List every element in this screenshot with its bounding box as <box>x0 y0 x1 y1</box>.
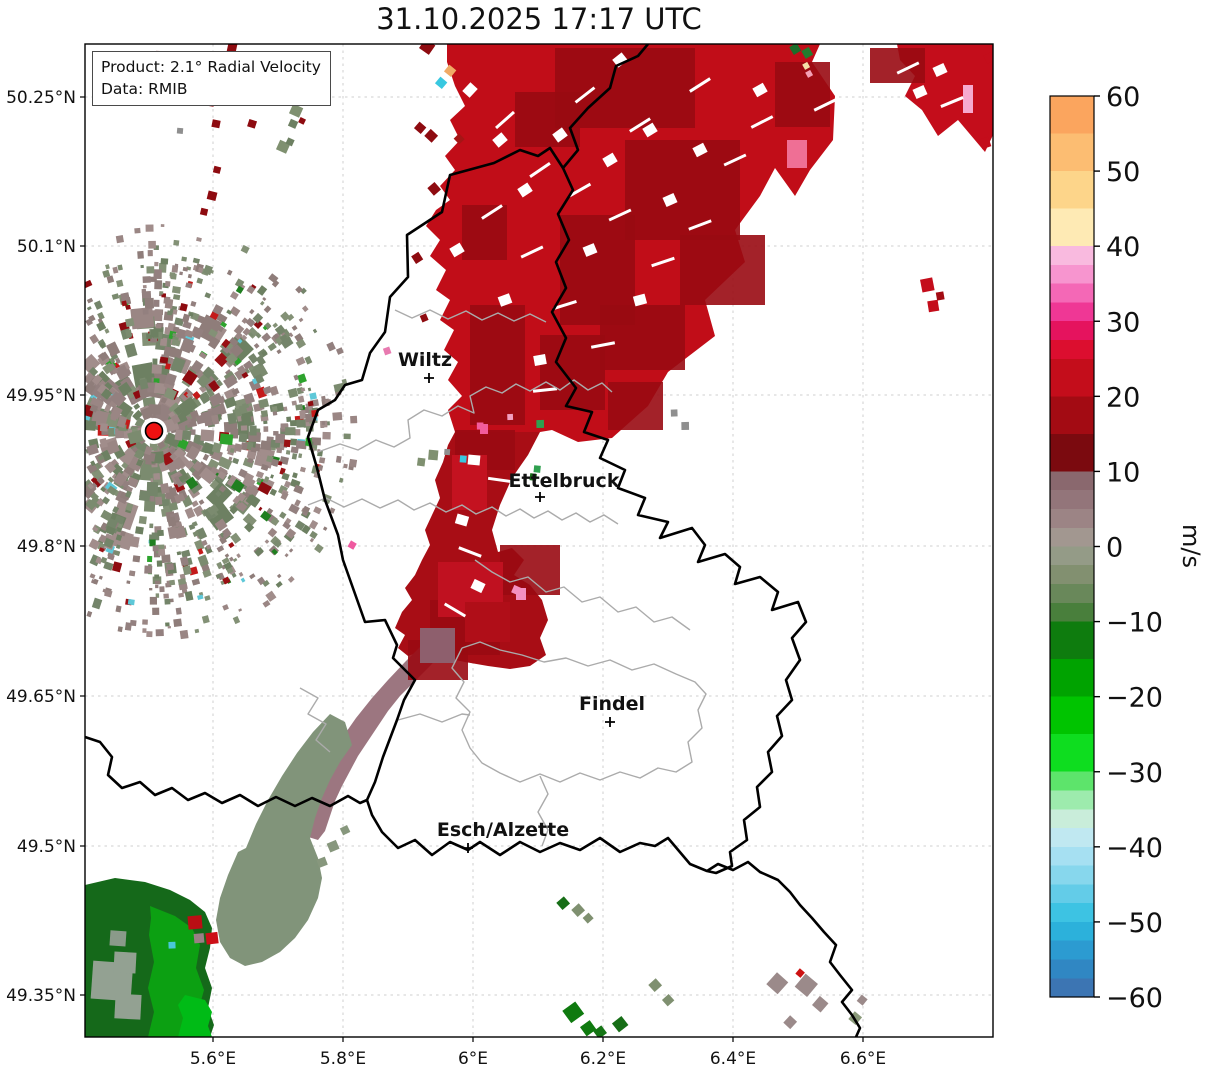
x-tick-label: 5.6°E <box>190 1049 236 1069</box>
city-marker-esch-alzette <box>463 843 473 853</box>
x-tick-label: 6.6°E <box>840 1049 886 1069</box>
echo-region-inbound-sw-bright <box>178 995 212 1037</box>
y-tick-label: 49.8°N <box>17 537 76 557</box>
city-label-findel: Findel <box>579 693 645 715</box>
product-info-box: Product: 2.1° Radial Velocity Data: RMIB <box>92 51 331 106</box>
x-tick-label: 6°E <box>458 1049 488 1069</box>
colorbar-tick-label: −60 <box>1106 983 1163 1014</box>
echo-region-near-zero-green-band <box>216 714 352 966</box>
colorbar-unit-label: m/s <box>1177 524 1205 568</box>
colorbar-tick-label: −40 <box>1106 833 1163 864</box>
scattered-echoes <box>90 44 993 1037</box>
colorbar-tick-label: 20 <box>1106 382 1140 413</box>
colorbar-tick-label: −20 <box>1106 683 1163 714</box>
country-borders <box>85 44 862 1037</box>
colorbar: 60 50 40 30 20 10 0 −10 −20 −30 −40 −50 −60 m/s <box>1049 82 1205 1014</box>
radar-site-marker <box>144 421 164 441</box>
colorbar-tick-label: −10 <box>1106 608 1163 639</box>
colorbar-tick-label: 10 <box>1106 457 1140 488</box>
admin-borders <box>299 309 707 847</box>
colorbar-tick-label: 40 <box>1106 232 1140 263</box>
y-tick-label: 49.95°N <box>6 386 76 406</box>
x-tick-label: 6.2°E <box>580 1049 626 1069</box>
colorbar-tick-label: 0 <box>1106 533 1123 564</box>
colorbar-tick-label: 30 <box>1106 307 1140 338</box>
border-luxembourg <box>306 146 808 875</box>
radar-echo-layer <box>85 44 993 1037</box>
product-info-source: Data: RMIB <box>101 80 188 98</box>
colorbar-tick-label: −50 <box>1106 908 1163 939</box>
y-tick-label: 49.35°N <box>6 986 76 1006</box>
border-border-sw <box>85 735 368 808</box>
x-axis: 5.6°E 5.8°E 6°E 6.2°E 6.4°E 6.6°E <box>190 1037 886 1069</box>
colorbar-scale <box>1049 95 1095 998</box>
product-info-product: Product: 2.1° Radial Velocity <box>101 58 321 76</box>
figure-title: 31.10.2025 17:17 UTC <box>376 2 702 36</box>
y-tick-label: 49.65°N <box>6 687 76 707</box>
plot-frame <box>84 43 994 1038</box>
y-tick-label: 50.25°N <box>6 88 76 108</box>
city-labels: Wiltz Ettelbruck Findel Esch/Alzette <box>398 349 645 853</box>
city-label-wiltz: Wiltz <box>398 349 452 371</box>
colorbar-tick-label: −30 <box>1106 758 1163 789</box>
y-tick-label: 49.5°N <box>17 837 76 857</box>
city-marker-ettelbruck <box>535 492 545 502</box>
echo-region-near-zero-mauve-band <box>300 632 448 840</box>
x-tick-label: 6.4°E <box>710 1049 756 1069</box>
ground-clutter <box>85 224 358 640</box>
border-border-se <box>706 860 862 1037</box>
city-label-ettelbruck: Ettelbruck <box>509 470 620 492</box>
x-tick-label: 5.8°E <box>320 1049 366 1069</box>
border-border-n <box>562 44 649 169</box>
y-tick-label: 50.1°N <box>17 237 76 257</box>
colorbar-tick-label: 50 <box>1106 157 1140 188</box>
y-axis: 50.25°N 50.1°N 49.95°N 49.8°N 49.65°N 49.5°N 4… <box>6 88 85 1006</box>
city-marker-findel <box>605 717 615 727</box>
city-label-esch-alzette: Esch/Alzette <box>437 819 569 841</box>
colorbar-tick-label: 60 <box>1106 82 1140 113</box>
city-marker-wiltz <box>424 373 434 383</box>
